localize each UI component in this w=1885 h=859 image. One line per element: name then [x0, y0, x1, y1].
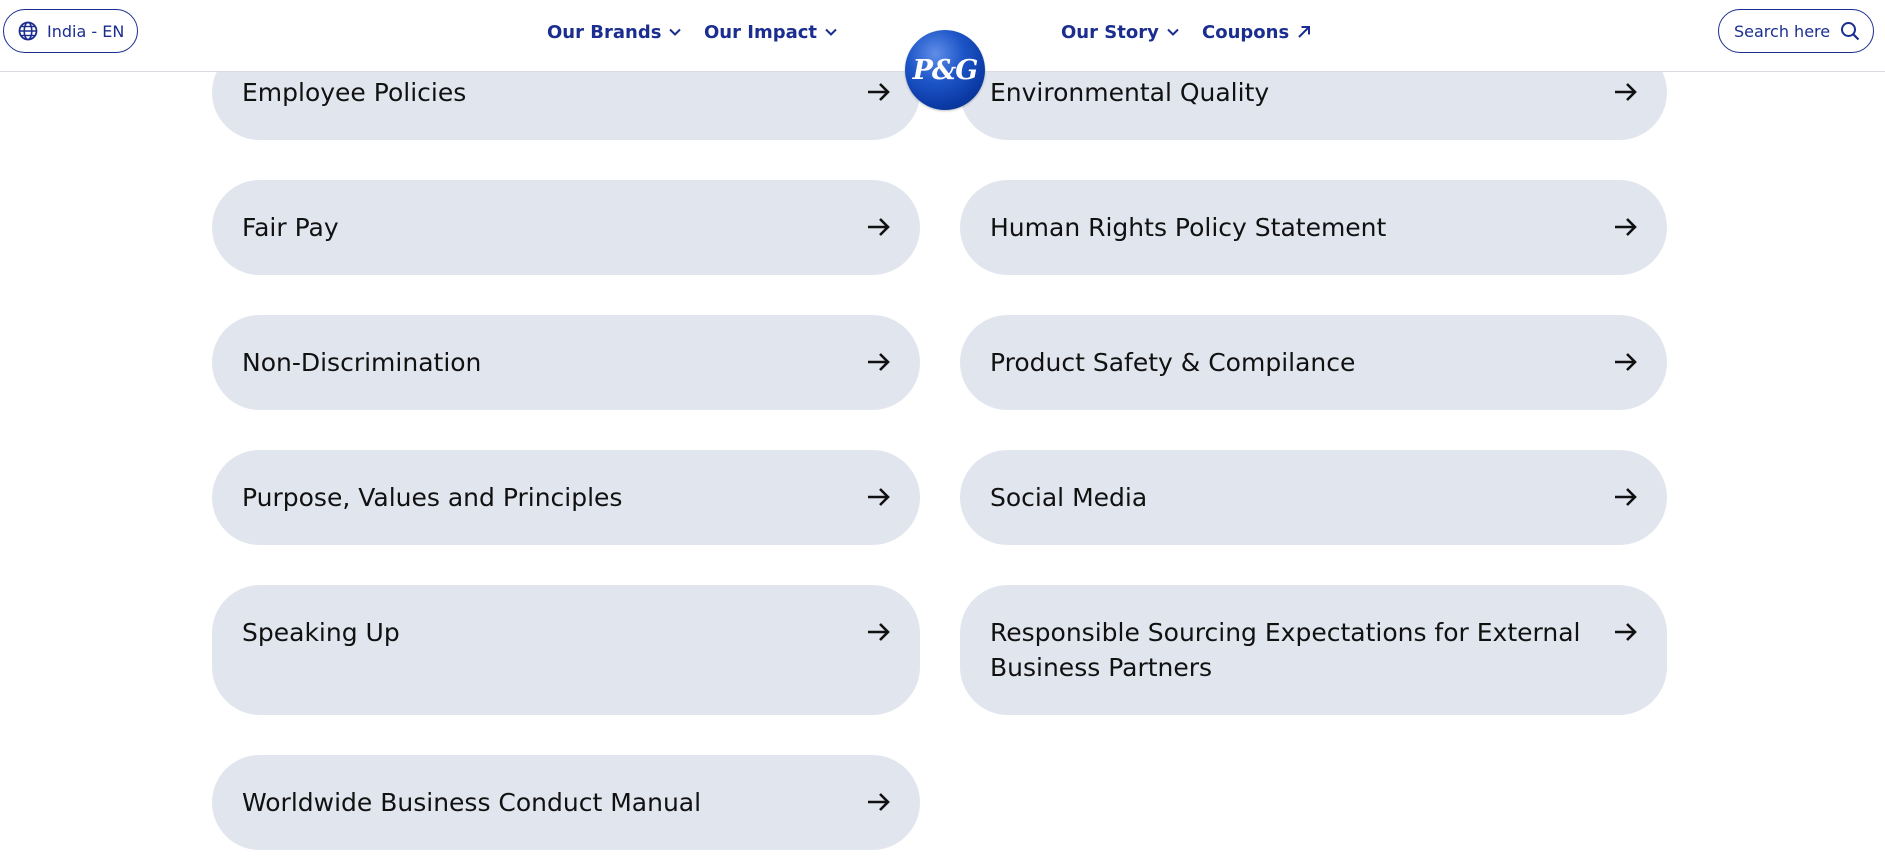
link-label: Responsible Sourcing Expectations for Ex…	[990, 618, 1581, 682]
arrow-right-icon	[868, 218, 890, 236]
logo-text: P&G	[912, 54, 979, 86]
search-button[interactable]: Search here	[1718, 9, 1874, 53]
arrow-right-icon	[1615, 83, 1637, 101]
link-fair-pay[interactable]: Fair Pay	[212, 180, 920, 275]
link-label: Social Media	[990, 483, 1148, 512]
nav-coupons[interactable]: Coupons	[1202, 18, 1311, 46]
link-label: Purpose, Values and Principles	[242, 483, 623, 512]
search-label: Search here	[1734, 21, 1831, 41]
pg-logo[interactable]: P&G	[905, 30, 985, 110]
nav-our-brands[interactable]: Our Brands	[547, 18, 682, 46]
arrow-right-icon	[868, 488, 890, 506]
link-purpose-values-principles[interactable]: Purpose, Values and Principles	[212, 450, 920, 545]
globe-icon	[18, 21, 38, 41]
chevron-down-icon	[1167, 28, 1179, 36]
arrow-right-icon	[1615, 623, 1637, 641]
nav-our-brands-label: Our Brands	[547, 21, 662, 43]
link-product-safety-compliance[interactable]: Product Safety & Compilance	[960, 315, 1667, 410]
arrow-right-icon	[868, 83, 890, 101]
arrow-right-icon	[868, 623, 890, 641]
locale-label: India - EN	[47, 21, 125, 41]
link-label: Worldwide Business Conduct Manual	[242, 788, 702, 817]
chevron-down-icon	[669, 28, 682, 36]
arrow-right-icon	[868, 353, 890, 371]
arrow-right-icon	[1615, 488, 1637, 506]
link-speaking-up[interactable]: Speaking Up	[212, 585, 920, 715]
link-label: Speaking Up	[242, 618, 400, 647]
link-label: Product Safety & Compilance	[990, 348, 1356, 377]
link-social-media[interactable]: Social Media	[960, 450, 1667, 545]
link-label: Employee Policies	[242, 78, 467, 107]
link-label: Non-Discrimination	[242, 348, 482, 377]
nav-coupons-label: Coupons	[1202, 21, 1290, 43]
nav-our-impact[interactable]: Our Impact	[704, 18, 837, 46]
link-non-discrimination[interactable]: Non-Discrimination	[212, 315, 920, 410]
link-label: Fair Pay	[242, 213, 339, 242]
nav-our-story[interactable]: Our Story	[1061, 18, 1179, 46]
external-arrow-icon	[1298, 26, 1311, 38]
locale-selector-button[interactable]: India - EN	[3, 9, 138, 53]
link-label: Human Rights Policy Statement	[990, 213, 1387, 242]
arrow-right-icon	[1615, 353, 1637, 371]
link-worldwide-business-conduct-manual[interactable]: Worldwide Business Conduct Manual	[212, 755, 920, 850]
nav-our-story-label: Our Story	[1061, 21, 1159, 43]
arrow-right-icon	[868, 793, 890, 811]
link-human-rights-policy-statement[interactable]: Human Rights Policy Statement	[960, 180, 1667, 275]
chevron-down-icon	[825, 28, 837, 36]
arrow-right-icon	[1615, 218, 1637, 236]
nav-our-impact-label: Our Impact	[704, 21, 818, 43]
search-icon	[1841, 22, 1860, 41]
link-label: Environmental Quality	[990, 78, 1270, 107]
link-responsible-sourcing-expectations[interactable]: Responsible Sourcing Expectations for Ex…	[960, 585, 1667, 715]
